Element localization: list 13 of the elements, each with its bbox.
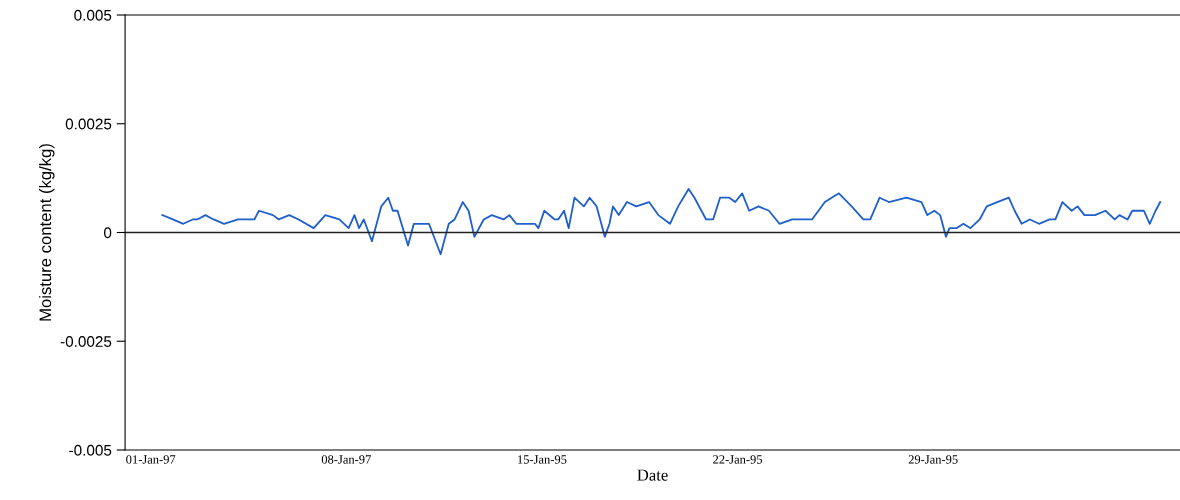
x-tick-label: 08-Jan-97 xyxy=(321,455,371,464)
y-tick-label: 0 xyxy=(103,227,112,239)
y-tick-label: -0.005 xyxy=(69,444,112,456)
x-tick-label: 15-Jan-95 xyxy=(518,455,567,464)
y-tick-label: -0.0025 xyxy=(60,336,112,347)
y-tick-label: 0.0025 xyxy=(65,118,112,130)
x-tick-label: 22-Jan-95 xyxy=(713,455,763,464)
line-series xyxy=(161,188,1162,256)
x-tick-label: 01-Jan-97 xyxy=(126,455,176,464)
x-tick-label: 29-Jan-95 xyxy=(908,455,958,464)
y-axis-title: Moisture content (kg/kg) xyxy=(38,144,55,321)
x-axis-title: Date xyxy=(637,469,668,481)
y-tick-label: 0.005 xyxy=(74,9,112,21)
